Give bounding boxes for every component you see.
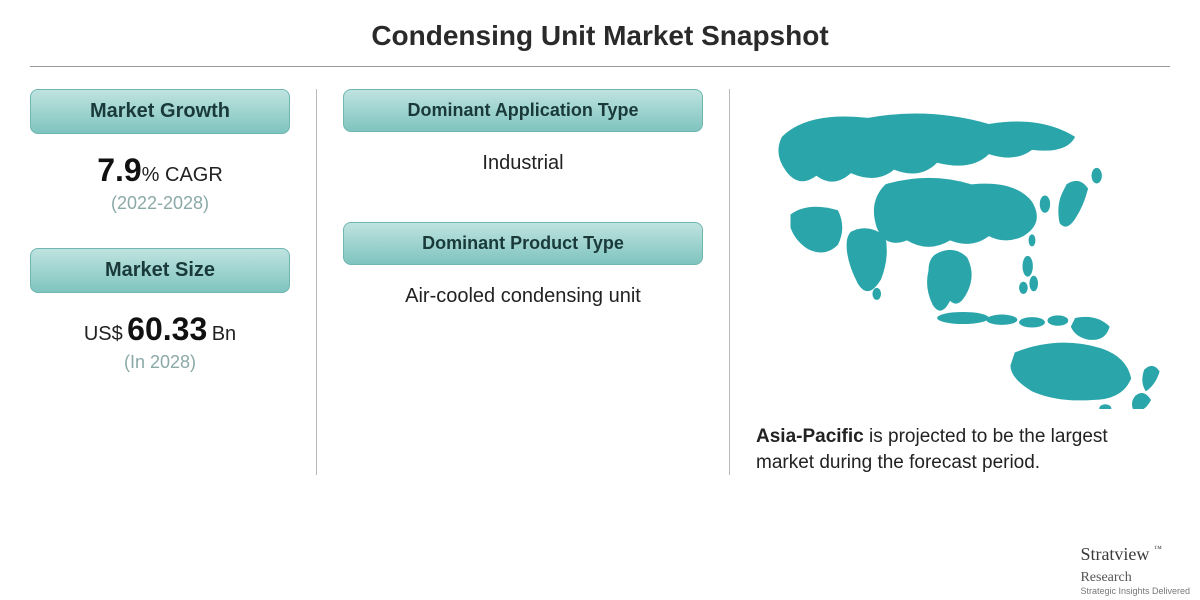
market-growth-line: 7.9% CAGR (30, 152, 290, 189)
page-title: Condensing Unit Market Snapshot (30, 20, 1170, 52)
divider-1 (316, 89, 317, 475)
divider-2 (729, 89, 730, 475)
right-column: Asia-Pacific is projected to be the larg… (756, 89, 1170, 475)
market-size-pill: Market Size (30, 248, 290, 293)
market-size-value: 60.33 (127, 311, 207, 347)
region-footnote: Asia-Pacific is projected to be the larg… (756, 424, 1170, 475)
brand-logo-tagline: Strategic Insights Delivered (1080, 586, 1190, 596)
middle-column: Dominant Application Type Industrial Dom… (343, 89, 703, 355)
market-growth-value: 7.9 (97, 152, 141, 188)
market-size-prefix: US$ (84, 323, 123, 345)
market-size-value-block: US$ 60.33 Bn (In 2028) (30, 311, 290, 373)
dominant-application-value: Industrial (343, 150, 703, 176)
dominant-product-pill: Dominant Product Type (343, 222, 703, 265)
market-growth-value-block: 7.9% CAGR (2022-2028) (30, 152, 290, 214)
left-column: Market Growth 7.9% CAGR (2022-2028) Mark… (30, 89, 290, 383)
dominant-application-pill: Dominant Application Type (343, 89, 703, 132)
market-size-line: US$ 60.33 Bn (30, 311, 290, 348)
market-growth-pill: Market Growth (30, 89, 290, 134)
content-columns: Market Growth 7.9% CAGR (2022-2028) Mark… (30, 89, 1170, 475)
dominant-product-value: Air-cooled condensing unit (343, 283, 703, 309)
market-growth-period: (2022-2028) (30, 193, 290, 214)
brand-logo-sub: Research (1080, 570, 1131, 585)
asia-pacific-map (756, 89, 1170, 409)
region-footnote-bold: Asia-Pacific (756, 426, 864, 447)
market-size-period: (In 2028) (30, 352, 290, 373)
title-divider (30, 66, 1170, 67)
market-growth-unit: % CAGR (142, 164, 223, 186)
brand-logo-main: Stratview (1080, 544, 1149, 564)
market-size-unit: Bn (212, 323, 236, 345)
brand-logo: Stratview ™ Research Strategic Insights … (1080, 544, 1190, 596)
